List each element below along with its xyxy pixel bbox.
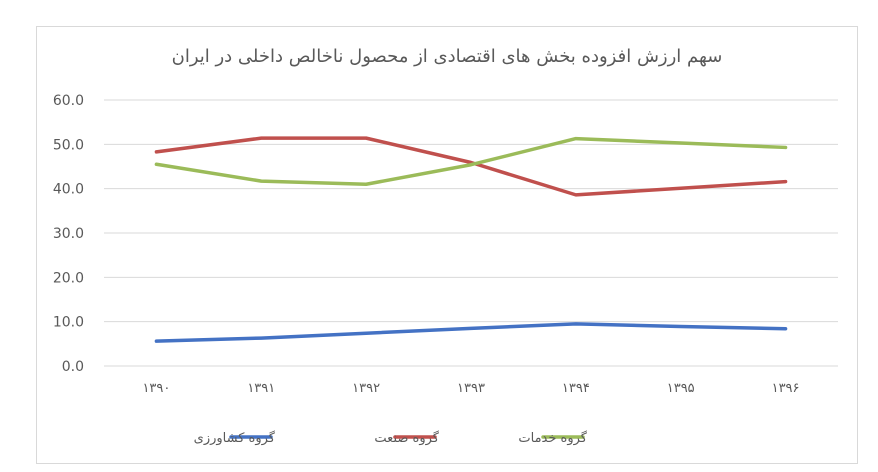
- x-tick-label: ۱۳۹۳: [457, 381, 485, 396]
- series-line-2: [154, 136, 788, 186]
- chart-frame: [36, 26, 858, 464]
- y-tick-label: 20.0: [53, 270, 84, 286]
- y-tick-label: 40.0: [53, 182, 84, 198]
- series-lines: [154, 136, 788, 343]
- x-tick-label: ۱۳۹۱: [247, 381, 275, 396]
- x-tick-label: ۱۳۹۶: [772, 381, 800, 396]
- y-tick-label: 0.0: [62, 359, 84, 375]
- legend-label-1: گروه صنعت: [374, 430, 439, 446]
- y-tick-label: 60.0: [53, 93, 84, 109]
- x-axis-tick-labels: ۱۳۹۰ ۱۳۹۱ ۱۳۹۲ ۱۳۹۳ ۱۳۹۴ ۱۳۹۵ ۱۳۹۶: [142, 381, 799, 396]
- legend: گروه کشاورزی گروه صنعت گروه خدمات: [194, 430, 588, 446]
- chart-title: سهم ارزش افزوده بخش های اقتصادی از محصول…: [171, 46, 723, 67]
- x-tick-label: ۱۳۹۲: [352, 381, 380, 396]
- legend-label-0: گروه کشاورزی: [194, 430, 276, 446]
- x-tick-label: ۱۳۹۴: [562, 381, 590, 396]
- y-tick-label: 50.0: [53, 137, 84, 153]
- y-tick-label: 10.0: [53, 315, 84, 331]
- y-tick-label: 30.0: [53, 226, 84, 242]
- legend-label-2: گروه خدمات: [518, 430, 587, 446]
- x-tick-label: ۱۳۹۵: [667, 381, 695, 396]
- series-line-1: [154, 136, 788, 197]
- y-axis-tick-labels: 0.0 10.0 20.0 30.0 40.0 50.0 60.0: [53, 93, 84, 375]
- x-tick-label: ۱۳۹۰: [142, 381, 170, 396]
- series-line-0: [154, 322, 788, 343]
